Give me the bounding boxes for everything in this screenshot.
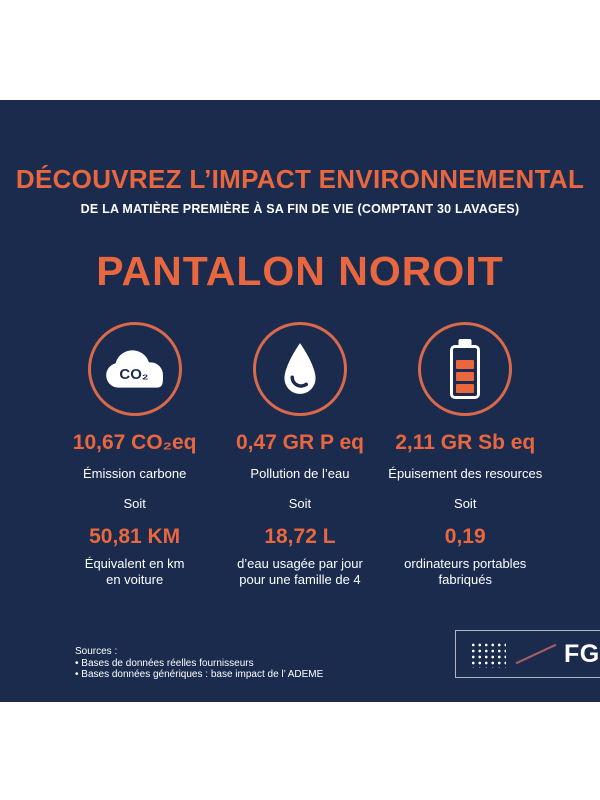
battery-cap: [458, 338, 472, 345]
resources-connector: Soit: [454, 496, 477, 511]
metrics-row: CO₂ 10,67 CO₂eq Émission carbone Soit 50…: [52, 322, 548, 589]
logo-dot-grid-icon: [469, 640, 506, 668]
water-equivalent-line1: d’eau usagée par jour: [237, 556, 363, 571]
co2-icon-label: CO₂: [119, 366, 148, 383]
page-subtitle: DE LA MATIÈRE PREMIÈRE À SA FIN DE VIE (…: [80, 202, 520, 216]
water-drop-icon: [284, 343, 316, 394]
carbon-equivalent-line2: en voiture: [106, 572, 164, 588]
resources-equivalent-label: ordinateurs portables fabriqués: [383, 556, 548, 589]
co2-cloud-icon: CO₂: [105, 350, 163, 388]
carbon-connector: Soit: [123, 496, 146, 511]
resources-label: Épuisement des resources: [388, 466, 543, 481]
carbon-equivalent-value: 50,81 KM: [89, 525, 181, 548]
resources-equivalent-value: 0,19: [444, 525, 486, 548]
sources-item: • Bases données génériques : base impact…: [75, 669, 324, 680]
carbon-value: 10,67 CO₂eq: [72, 431, 197, 454]
water-value: 0,47 GR P eq: [235, 431, 364, 454]
product-name: PANTALON NOROIT: [96, 248, 504, 294]
water-connector: Soit: [288, 496, 312, 511]
resources-icon-ring: [418, 322, 513, 416]
water-equivalent-line2: pour une famille de 4: [239, 572, 361, 588]
metric-water: 0,47 GR P eq Pollution de l’eau Soit 18,…: [217, 322, 382, 589]
logo-diagonal-line: [515, 643, 557, 665]
water-icon-ring: [252, 322, 347, 416]
resources-equivalent-line2: fabriqués: [438, 572, 492, 588]
carbon-icon-ring: CO₂: [87, 322, 182, 416]
carbon-label: Émission carbone: [82, 466, 187, 481]
page-title: DÉCOUVREZ L’IMPACT ENVIRONNEMENTAL: [15, 164, 585, 194]
carbon-equivalent-label: Équivalent en km en voiture: [52, 556, 217, 589]
battery-bar: [456, 384, 475, 393]
carbon-equivalent-line1: Équivalent en km: [84, 556, 185, 571]
sources-note: Sources : • Bases de données réelles fou…: [75, 646, 323, 681]
fg-logo: FG: [455, 630, 600, 678]
sources-title: Sources :: [75, 646, 118, 657]
water-equivalent-value: 18,72 L: [264, 525, 336, 548]
impact-panel: DÉCOUVREZ L’IMPACT ENVIRONNEMENTAL DE LA…: [0, 100, 600, 702]
water-equivalent-label: d’eau usagée par jour pour une famille d…: [217, 556, 382, 589]
water-label: Pollution de l’eau: [250, 466, 350, 481]
metric-resources: 2,11 GR Sb eq Épuisement des resources S…: [383, 322, 548, 589]
battery-icon: [450, 338, 481, 399]
logo-text: FG: [564, 639, 600, 668]
battery-bar: [456, 372, 475, 381]
battery-bar: [456, 360, 475, 369]
resources-equivalent-line1: ordinateurs portables: [404, 556, 527, 571]
metric-carbon: CO₂ 10,67 CO₂eq Émission carbone Soit 50…: [52, 322, 217, 589]
resources-value: 2,11 GR Sb eq: [395, 431, 536, 454]
sources-item: • Bases de données réelles fournisseurs: [75, 657, 254, 669]
